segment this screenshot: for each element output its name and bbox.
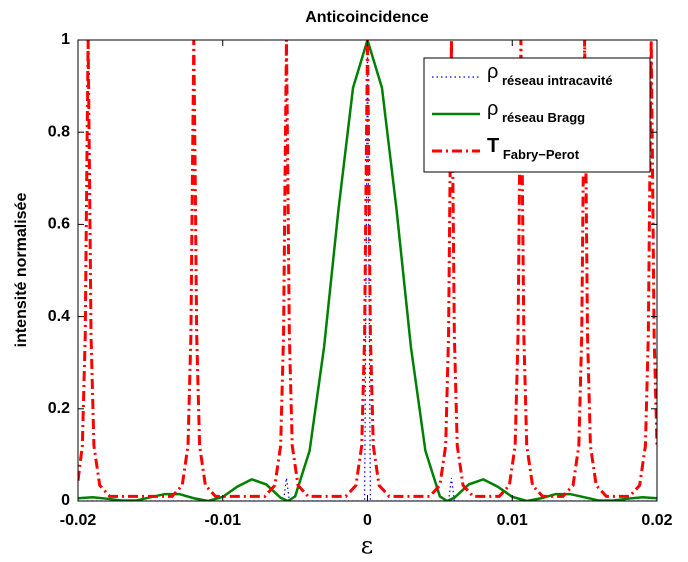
y-tick-label: 0.8 [48, 123, 70, 140]
x-tick-label: -0.01 [205, 512, 242, 529]
y-tick-label: 0.2 [48, 400, 70, 417]
plot-lines [78, 40, 657, 501]
legend-label: T Fabry−Perot [487, 135, 580, 162]
y-axis-label: intensité normalisée [13, 193, 30, 348]
series-line [78, 40, 657, 501]
y-tick-label: 0.6 [48, 216, 70, 233]
y-tick-label: 1 [61, 31, 70, 48]
legend-label: ρ réseau intracavité [487, 61, 613, 88]
legend-label: ρ réseau Bragg [487, 98, 585, 125]
y-tick-label: 0.4 [48, 308, 70, 325]
x-tick-label: 0.02 [641, 512, 672, 529]
x-tick-label: -0.02 [60, 512, 97, 529]
x-tick-label: 0 [363, 512, 372, 529]
legend: ρ réseau intracavité ρ réseau Bragg T Fabr… [423, 57, 651, 173]
series-line [78, 40, 657, 498]
x-tick-label: 0.01 [497, 512, 528, 529]
chart-title: Anticoincidence [305, 9, 429, 26]
x-axis-label: ε [361, 532, 373, 560]
y-tick-label: 0 [61, 492, 70, 509]
series-line [78, 40, 657, 501]
